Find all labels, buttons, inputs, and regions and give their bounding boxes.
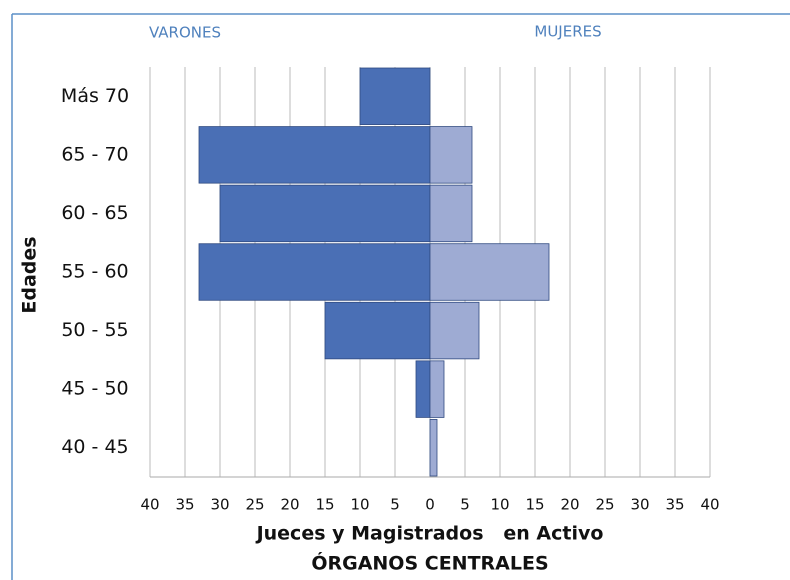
bar bbox=[324, 301, 431, 360]
x-tick-label: 25 bbox=[245, 496, 264, 514]
x-tick-label: 40 bbox=[700, 496, 719, 514]
bar bbox=[429, 243, 550, 301]
bar bbox=[415, 360, 431, 418]
series-label: VARONES bbox=[149, 24, 221, 42]
x-tick-label: 5 bbox=[460, 496, 470, 514]
bar bbox=[429, 126, 473, 184]
x-tick-label: 15 bbox=[525, 496, 544, 514]
bar bbox=[429, 301, 480, 360]
x-tick-label: 35 bbox=[175, 496, 194, 514]
x-tick-label: 0 bbox=[425, 496, 435, 514]
x-axis-label: Jueces y Magistrados en Activo bbox=[255, 523, 604, 545]
y-tick-label: 60 - 65 bbox=[61, 202, 128, 224]
x-tick-label: 15 bbox=[315, 496, 334, 514]
bar bbox=[359, 67, 431, 125]
bar bbox=[198, 243, 431, 301]
series-label: MUJERES bbox=[534, 23, 601, 41]
x-tick-label: 30 bbox=[630, 496, 649, 514]
x-tick-label: 30 bbox=[210, 496, 229, 514]
chart-title: ÓRGANOS CENTRALES bbox=[311, 551, 548, 575]
y-tick-label: 40 - 45 bbox=[61, 436, 128, 458]
x-tick-label: 35 bbox=[665, 496, 684, 514]
x-tick-label: 20 bbox=[560, 496, 579, 514]
x-tick-label: 40 bbox=[140, 496, 159, 514]
bar bbox=[198, 126, 431, 184]
x-tick-label: 25 bbox=[595, 496, 614, 514]
bar bbox=[429, 419, 438, 477]
y-tick-label: 45 - 50 bbox=[61, 378, 128, 400]
bar bbox=[429, 360, 445, 418]
y-tick-label: 50 - 55 bbox=[61, 319, 128, 341]
y-axis-label: Edades bbox=[19, 236, 41, 313]
y-tick-label: 65 - 70 bbox=[61, 143, 128, 165]
y-tick-label: 55 - 60 bbox=[61, 261, 128, 283]
bar bbox=[429, 184, 473, 243]
x-tick-label: 10 bbox=[350, 496, 369, 514]
bar bbox=[219, 184, 431, 243]
x-tick-label: 5 bbox=[390, 496, 400, 514]
x-tick-label: 10 bbox=[490, 496, 509, 514]
x-tick-label: 20 bbox=[280, 496, 299, 514]
y-tick-label: Más 70 bbox=[61, 85, 129, 107]
